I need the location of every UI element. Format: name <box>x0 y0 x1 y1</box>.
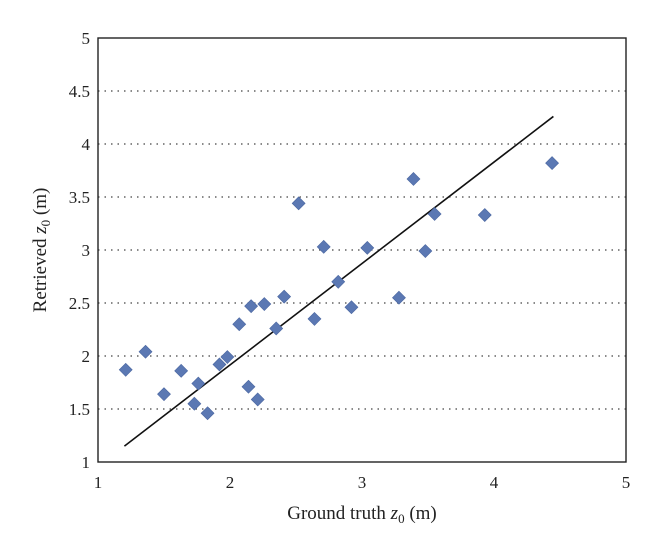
data-point <box>118 362 133 377</box>
data-point <box>316 239 331 254</box>
data-point <box>418 244 433 258</box>
y-tick-label: 2.5 <box>69 294 90 313</box>
x-tick-label: 3 <box>358 473 367 492</box>
data-point <box>250 392 265 407</box>
data-point <box>277 289 292 304</box>
data-point <box>291 196 306 211</box>
y-tick-label: 1.5 <box>69 400 90 419</box>
data-point <box>360 240 375 255</box>
data-point <box>220 350 235 364</box>
y-tick-labels: 1 1.5 2 2.5 3 3.5 4 4.5 5 <box>69 29 91 472</box>
y-tick-label: 4.5 <box>69 82 90 101</box>
data-points <box>118 156 560 421</box>
data-point <box>191 376 206 391</box>
y-tick-label: 4 <box>82 135 91 154</box>
data-point <box>241 379 256 394</box>
x-tick-label: 5 <box>622 473 631 492</box>
gridlines <box>98 90 626 410</box>
x-tick-label: 2 <box>226 473 235 492</box>
data-point <box>200 406 215 421</box>
data-point <box>307 311 322 326</box>
data-point <box>187 396 202 411</box>
y-tick-label: 5 <box>82 29 91 48</box>
data-point <box>257 297 272 311</box>
data-point <box>477 208 492 222</box>
x-tick-label: 4 <box>490 473 499 492</box>
data-point <box>331 274 346 289</box>
data-point <box>545 156 560 171</box>
y-tick-label: 1 <box>82 453 91 472</box>
data-point <box>269 321 284 336</box>
y-tick-label: 3.5 <box>69 188 90 207</box>
data-point <box>138 344 153 359</box>
data-point <box>427 207 442 221</box>
y-tick-label: 2 <box>82 347 91 366</box>
data-point <box>174 363 189 378</box>
x-tick-labels: 1 2 3 4 5 <box>94 473 631 492</box>
data-point <box>232 317 247 332</box>
data-point <box>157 387 171 402</box>
x-tick-label: 1 <box>94 473 103 492</box>
data-point <box>344 300 359 315</box>
y-tick-label: 3 <box>82 241 91 260</box>
data-point <box>406 172 421 186</box>
data-point <box>392 290 406 305</box>
data-point <box>244 299 259 314</box>
y-axis-title: Retrieved z0 (m) <box>30 188 53 313</box>
plot-frame <box>97 37 627 463</box>
x-axis-title: Ground truth z0 (m) <box>287 503 437 526</box>
data-point <box>212 357 227 372</box>
